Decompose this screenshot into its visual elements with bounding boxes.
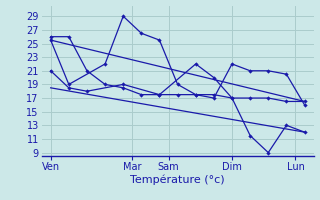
- X-axis label: Température (°c): Température (°c): [130, 174, 225, 185]
